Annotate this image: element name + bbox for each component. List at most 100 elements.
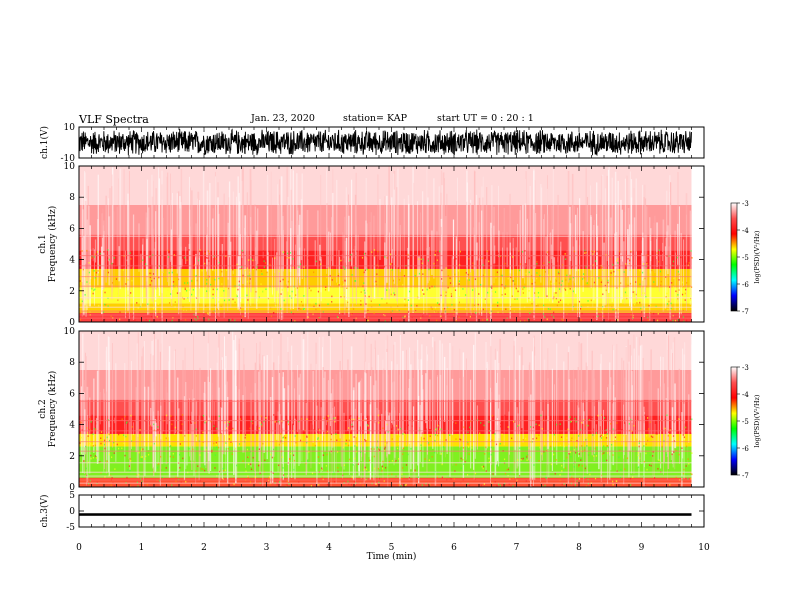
spectrogram-streak bbox=[350, 346, 353, 430]
spectrogram-speckle bbox=[147, 453, 150, 456]
spectrogram-speckle bbox=[334, 256, 337, 259]
spectrogram-speckle bbox=[428, 459, 431, 462]
spectrogram-speckle bbox=[464, 461, 466, 463]
spectrogram-speckle bbox=[587, 305, 589, 308]
spectrogram-streak bbox=[317, 210, 319, 308]
spectrogram-streak bbox=[296, 207, 299, 311]
spectrogram-speckle bbox=[616, 259, 618, 262]
spectrogram-speckle bbox=[478, 293, 480, 295]
spectrogram-streak bbox=[426, 360, 428, 460]
spectrogram-streak bbox=[611, 413, 613, 438]
spectrogram-streak bbox=[93, 378, 95, 453]
spectrogram-speckle bbox=[365, 440, 367, 442]
spectrogram-streak bbox=[522, 204, 524, 279]
spectrogram-speckle bbox=[292, 454, 295, 457]
spectrogram-speckle bbox=[488, 453, 490, 455]
spectrogram-streak bbox=[339, 371, 341, 439]
spectrogram-speckle bbox=[355, 444, 357, 446]
colorbar-label: log(PSD)(V²/Hz) bbox=[753, 230, 761, 283]
spectrogram-speckle bbox=[656, 319, 659, 322]
spectrogram-streak bbox=[666, 333, 669, 457]
spectrogram-speckle bbox=[370, 300, 372, 303]
spectrogram-speckle bbox=[401, 477, 403, 480]
spectrogram-streak bbox=[412, 406, 415, 473]
spectrogram-streak bbox=[190, 187, 192, 304]
spectrogram-speckle bbox=[610, 422, 612, 425]
spectrogram-streak bbox=[456, 201, 458, 284]
spectrogram-speckle bbox=[593, 250, 595, 253]
spectrogram-streak bbox=[105, 195, 107, 283]
spectrogram-streak bbox=[298, 394, 300, 430]
spectrogram-streak bbox=[429, 246, 430, 281]
spectrogram-speckle bbox=[217, 473, 219, 475]
spectrogram-streak bbox=[97, 333, 100, 461]
spectrogram-streak bbox=[533, 169, 535, 302]
spectrogram-speckle bbox=[303, 295, 305, 297]
spectrogram-speckle bbox=[139, 429, 141, 431]
spectrogram-streak bbox=[199, 367, 201, 468]
spectrogram-streak bbox=[276, 228, 278, 261]
spectrogram-speckle bbox=[214, 278, 216, 281]
spectrogram-speckle bbox=[672, 319, 674, 322]
spectrogram-speckle bbox=[337, 274, 339, 277]
spectrogram-speckle bbox=[540, 414, 542, 417]
spectrogram-speckle bbox=[215, 443, 218, 445]
spectrogram-streak bbox=[118, 178, 119, 302]
spectrogram-streak bbox=[666, 190, 668, 271]
spectrogram-speckle bbox=[400, 485, 402, 487]
spectrogram-speckle bbox=[561, 301, 563, 303]
spectrogram-speckle bbox=[462, 447, 465, 449]
spectrogram-streak bbox=[503, 377, 505, 446]
spectrogram-speckle bbox=[267, 479, 270, 482]
spectrogram-speckle bbox=[344, 418, 347, 420]
spectrogram-speckle bbox=[600, 434, 602, 437]
spectrogram-speckle bbox=[420, 268, 423, 270]
spectrogram-speckle bbox=[616, 422, 618, 424]
spectrogram-speckle bbox=[140, 456, 142, 458]
spectrogram-streak bbox=[254, 362, 256, 484]
spectrogram-speckle bbox=[199, 479, 202, 482]
spectrogram-streak bbox=[228, 250, 230, 289]
spectrogram-streak bbox=[593, 378, 596, 461]
spectrogram-speckle bbox=[344, 268, 346, 270]
spectrogram-streak bbox=[641, 240, 643, 312]
spectrogram-streak bbox=[678, 206, 680, 319]
spectrogram-speckle bbox=[607, 279, 609, 282]
spectrogram-speckle bbox=[389, 253, 392, 256]
spectrogram-speckle bbox=[466, 474, 469, 476]
spectrogram-streak bbox=[642, 255, 644, 321]
spectrogram-speckle bbox=[194, 317, 196, 320]
spectrogram-speckle bbox=[620, 468, 622, 471]
spectrogram-streak bbox=[203, 235, 204, 284]
spectrogram-speckle bbox=[642, 292, 644, 294]
spectrogram-speckle bbox=[89, 282, 91, 284]
spectrogram-speckle bbox=[289, 295, 291, 297]
spectrogram-speckle bbox=[414, 264, 417, 267]
spectrogram-speckle bbox=[150, 443, 152, 445]
spectrogram-speckle bbox=[437, 251, 439, 254]
spectrogram-streak bbox=[574, 378, 576, 486]
spectrogram-speckle bbox=[645, 296, 647, 298]
spectrogram-streak bbox=[295, 173, 298, 298]
spectrogram-streak bbox=[499, 338, 501, 443]
spectrogram-speckle bbox=[337, 466, 339, 469]
spectrogram-streak bbox=[683, 239, 685, 287]
spectrogram-streak bbox=[224, 368, 226, 455]
spectrogram-speckle bbox=[352, 464, 354, 466]
spectrogram-speckle bbox=[582, 419, 585, 421]
spectrogram-speckle bbox=[500, 274, 502, 277]
spectrogram-speckle bbox=[591, 418, 593, 421]
spectrogram-speckle bbox=[567, 428, 569, 431]
spectrogram-speckle bbox=[463, 426, 465, 428]
colorbar-tick-label: -4 bbox=[742, 227, 749, 235]
spectrogram-streak bbox=[392, 369, 394, 444]
spectrogram-streak bbox=[516, 407, 518, 469]
spectrogram-speckle bbox=[688, 262, 690, 264]
spectrogram-streak bbox=[653, 223, 655, 271]
spectrogram-speckle bbox=[390, 262, 392, 265]
spectrogram-speckle bbox=[367, 319, 369, 322]
spectrogram-speckle bbox=[575, 446, 577, 448]
spectrogram-speckle bbox=[134, 319, 136, 321]
spectrogram-streak bbox=[297, 364, 298, 433]
spectrogram-streak bbox=[255, 236, 257, 299]
